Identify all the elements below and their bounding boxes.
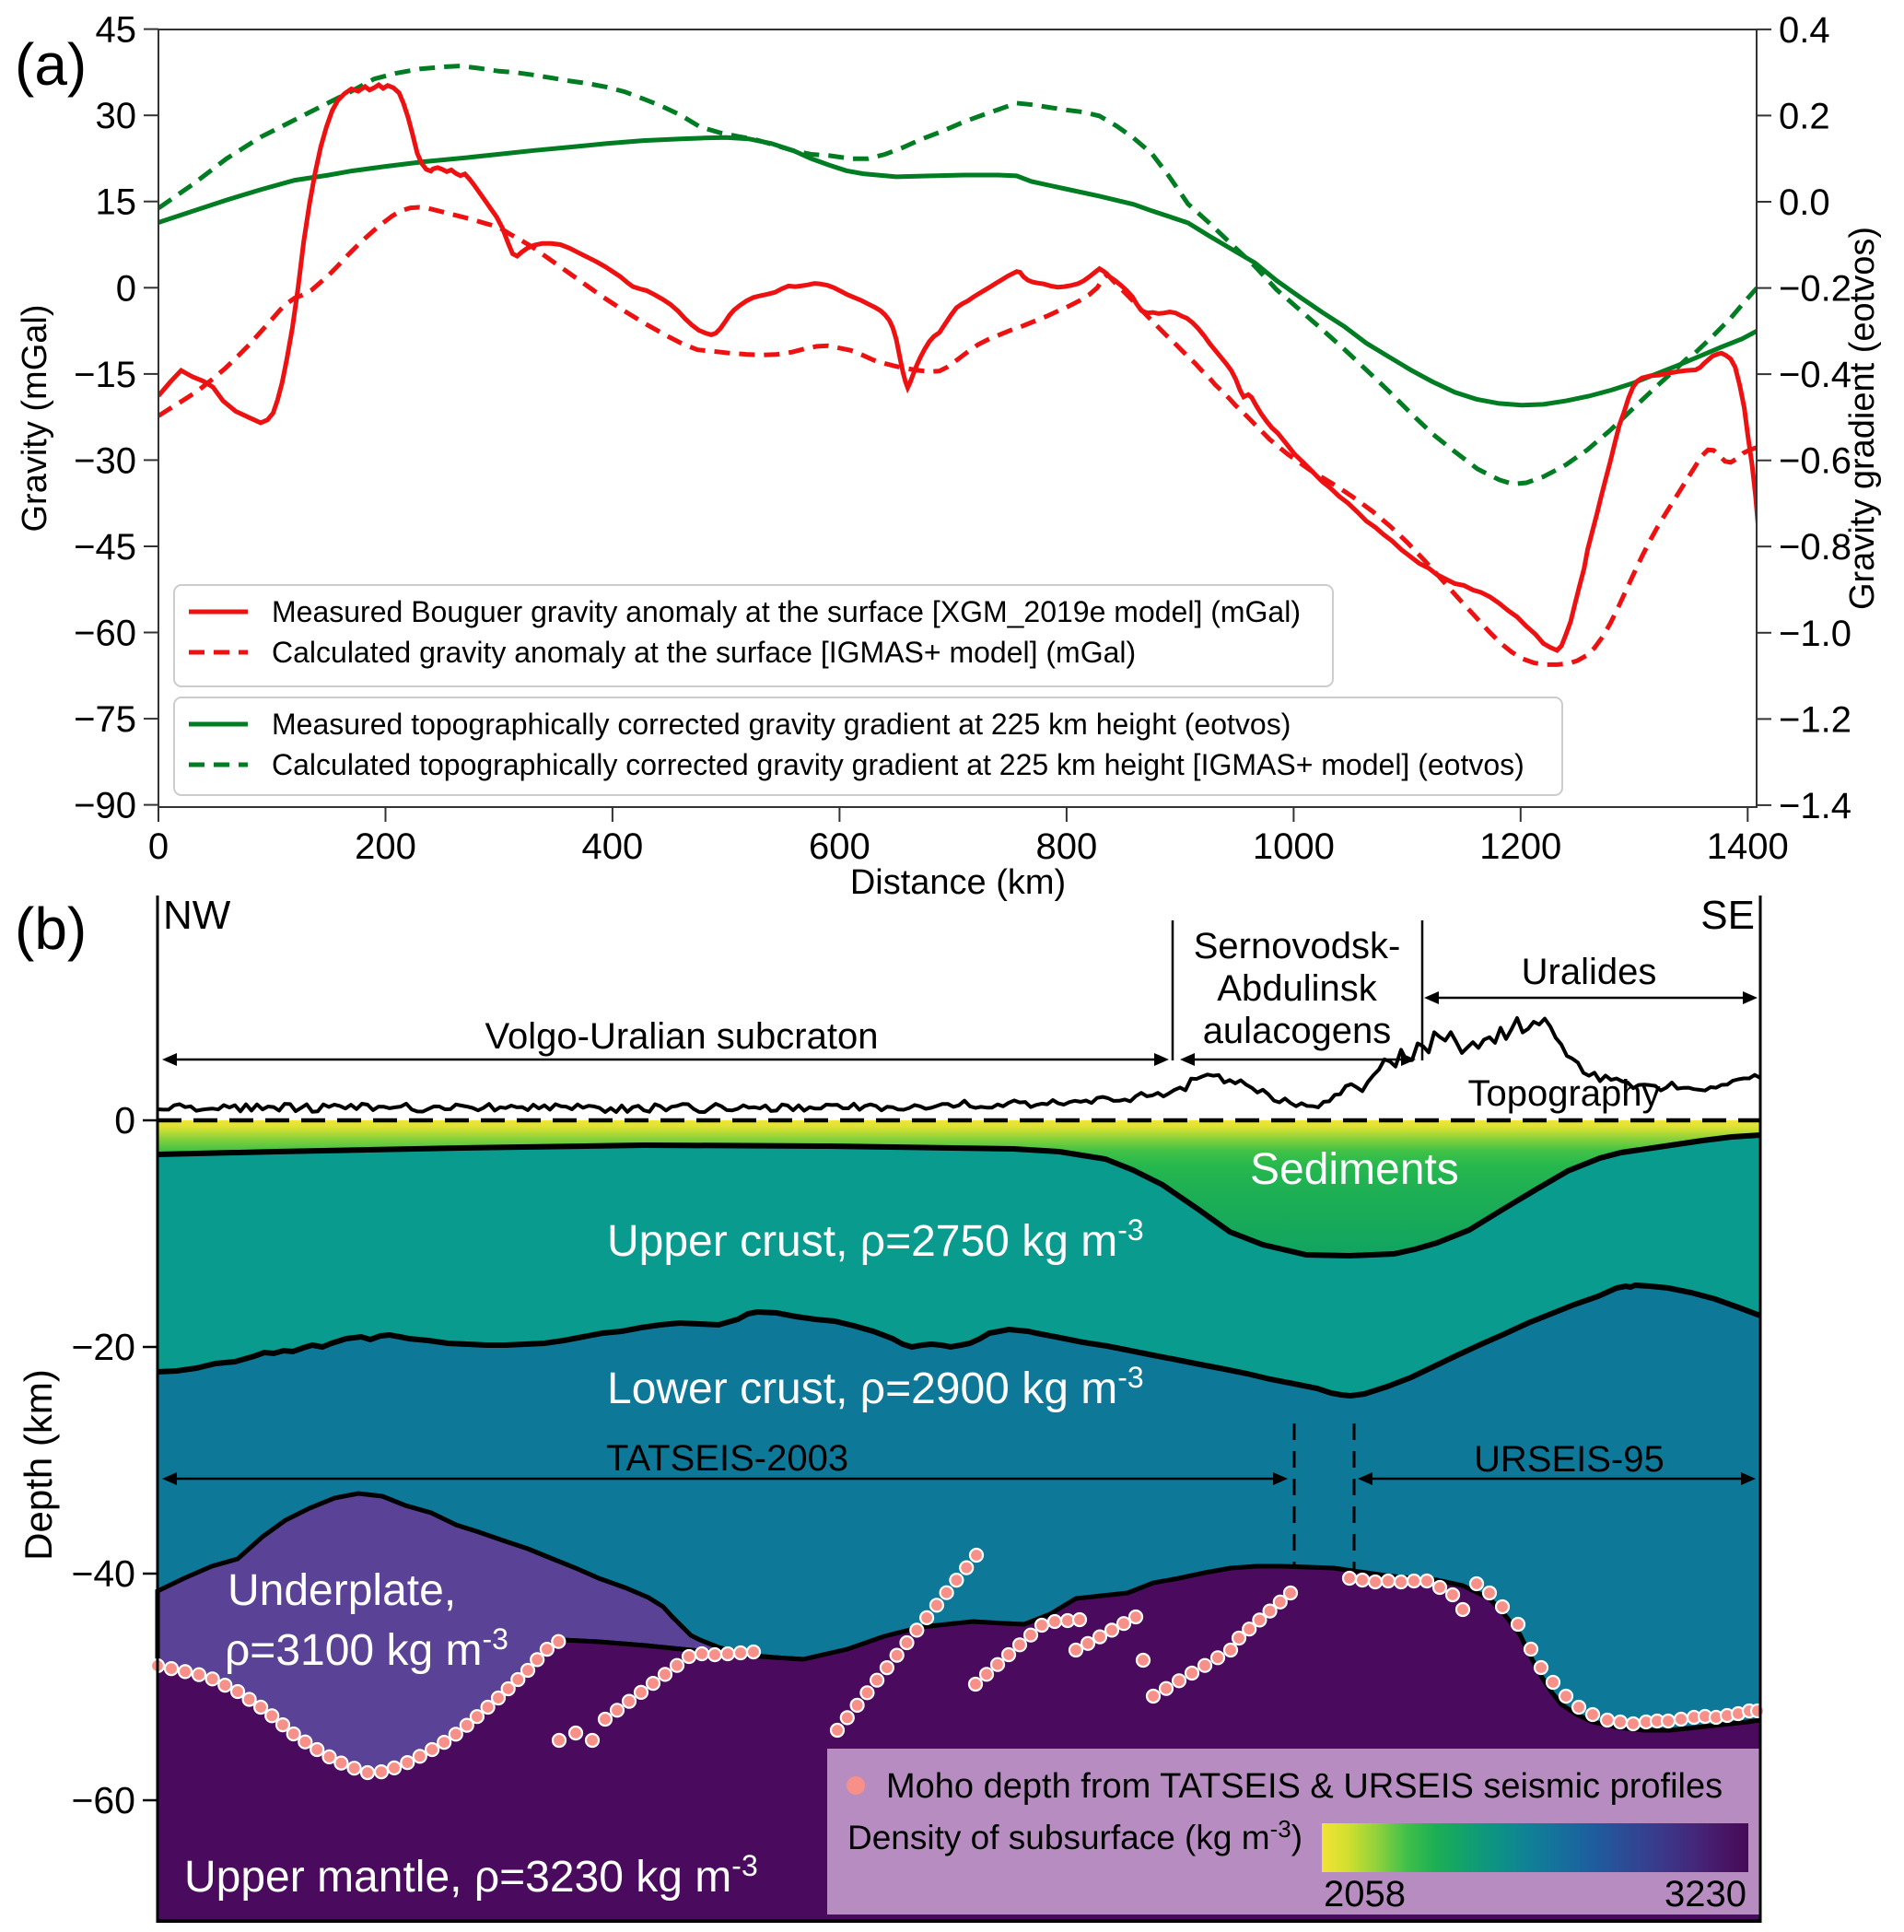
svg-text:3230: 3230	[1665, 1874, 1746, 1914]
svg-text:−1.2: −1.2	[1779, 699, 1851, 740]
svg-text:Abdulinsk: Abdulinsk	[1217, 968, 1377, 1009]
svg-text:1200: 1200	[1479, 826, 1561, 867]
svg-text:Upper crust, ρ=2750 kg m-3: Upper crust, ρ=2750 kg m-3	[607, 1213, 1144, 1266]
svg-text:0: 0	[116, 268, 136, 309]
svg-text:Measured Bouguer gravity anoma: Measured Bouguer gravity anomaly at the …	[272, 595, 1301, 628]
svg-text:Distance (km): Distance (km)	[850, 863, 1066, 902]
svg-text:Moho depth from TATSEIS & URSE: Moho depth from TATSEIS & URSEIS seismic…	[886, 1767, 1723, 1806]
svg-text:NW: NW	[163, 893, 231, 938]
svg-text:Uralides: Uralides	[1522, 952, 1657, 992]
svg-text:TATSEIS-2003: TATSEIS-2003	[606, 1438, 848, 1479]
svg-text:aulacogens: aulacogens	[1203, 1011, 1392, 1051]
svg-text:0: 0	[148, 826, 169, 867]
svg-text:−20: −20	[71, 1326, 135, 1368]
svg-text:Sediments: Sediments	[1250, 1145, 1459, 1194]
svg-text:45: 45	[96, 10, 137, 51]
svg-text:−0.6: −0.6	[1779, 441, 1851, 482]
svg-text:−0.4: −0.4	[1779, 355, 1851, 395]
svg-text:30: 30	[96, 96, 137, 136]
svg-text:Sernovodsk-: Sernovodsk-	[1194, 926, 1401, 966]
svg-text:−15: −15	[74, 355, 136, 395]
svg-text:SE: SE	[1700, 893, 1755, 938]
svg-text:400: 400	[582, 826, 644, 867]
svg-text:−75: −75	[74, 699, 136, 740]
svg-text:200: 200	[355, 826, 416, 867]
svg-text:600: 600	[809, 826, 870, 867]
svg-text:Lower crust, ρ=2900 kg m-3: Lower crust, ρ=2900 kg m-3	[607, 1361, 1144, 1413]
svg-text:(a): (a)	[15, 31, 87, 98]
svg-text:Calculated topographically cor: Calculated topographically corrected gra…	[272, 748, 1524, 781]
svg-text:URSEIS-95: URSEIS-95	[1474, 1439, 1665, 1480]
svg-text:Gravity gradient (eotvos): Gravity gradient (eotvos)	[1843, 227, 1882, 610]
svg-text:−0.2: −0.2	[1779, 269, 1851, 310]
svg-text:Gravity (mGal): Gravity (mGal)	[16, 305, 54, 533]
svg-text:Underplate,: Underplate,	[228, 1566, 456, 1615]
svg-text:Volgo-Uralian subcraton: Volgo-Uralian subcraton	[485, 1016, 879, 1057]
svg-text:0.4: 0.4	[1779, 10, 1830, 51]
svg-text:−1.4: −1.4	[1779, 786, 1851, 826]
svg-text:800: 800	[1036, 826, 1098, 867]
svg-text:−40: −40	[71, 1552, 135, 1595]
svg-text:−30: −30	[74, 440, 136, 481]
svg-text:Topography: Topography	[1467, 1073, 1660, 1114]
svg-text:2058: 2058	[1324, 1874, 1406, 1914]
svg-text:−1.0: −1.0	[1779, 614, 1851, 654]
svg-text:Depth (km): Depth (km)	[17, 1369, 60, 1561]
svg-text:1000: 1000	[1253, 826, 1335, 867]
svg-text:ρ=3100 kg m-3: ρ=3100 kg m-3	[225, 1622, 508, 1675]
svg-text:−60: −60	[74, 614, 136, 654]
svg-text:Upper mantle, ρ=3230 kg m-3: Upper mantle, ρ=3230 kg m-3	[184, 1849, 758, 1902]
svg-text:Measured topographically corre: Measured topographically corrected gravi…	[272, 708, 1291, 741]
svg-text:Density of subsurface (kg m-3): Density of subsurface (kg m-3)	[847, 1815, 1302, 1856]
svg-text:1400: 1400	[1707, 826, 1789, 867]
svg-text:15: 15	[96, 182, 137, 223]
svg-text:(b): (b)	[15, 896, 87, 962]
svg-text:0.0: 0.0	[1779, 182, 1830, 223]
svg-text:−0.8: −0.8	[1779, 527, 1851, 568]
svg-text:Calculated gravity anomaly at: Calculated gravity anomaly at the surfac…	[272, 636, 1136, 669]
svg-text:0: 0	[114, 1099, 135, 1142]
svg-text:−45: −45	[74, 527, 136, 568]
svg-text:−60: −60	[71, 1779, 135, 1821]
svg-text:−90: −90	[74, 786, 136, 826]
svg-text:0.2: 0.2	[1779, 96, 1830, 136]
